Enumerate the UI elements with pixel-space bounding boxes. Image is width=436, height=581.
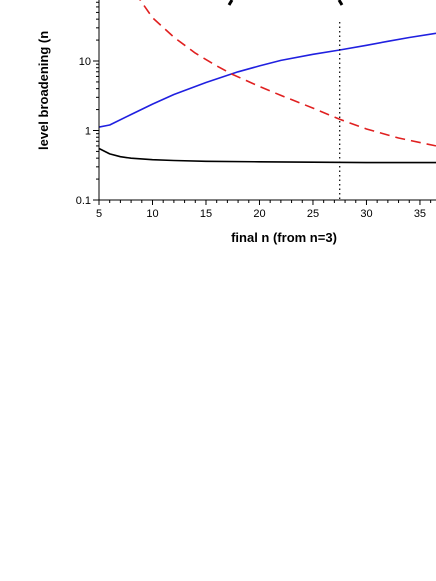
x-tick-label: 25 [307, 208, 319, 220]
x-tick-label: 15 [200, 208, 212, 220]
x-tick-label: 35 [414, 208, 426, 220]
series-line-2 [99, 147, 436, 164]
y-tick-label: 10 [79, 56, 91, 68]
brace-decoration [227, 0, 344, 6]
plot-area [99, 0, 436, 200]
x-tick-label: 5 [96, 208, 102, 220]
x-tick-label: 30 [360, 208, 372, 220]
brace-left-tip [227, 0, 234, 6]
series-line-1 [139, 0, 436, 147]
y-axis-title: level broadening (n [36, 31, 51, 150]
series-line-0 [99, 32, 436, 128]
x-axis-title: final n (from n=3) [231, 230, 337, 245]
axes: 5 10 15 20 25 30 35 0.1 1 10 [76, 0, 436, 220]
x-tick-label: 10 [146, 208, 158, 220]
y-tick-label: 1 [85, 126, 91, 138]
y-tick-label: 0.1 [76, 195, 91, 207]
x-tick-label: 20 [253, 208, 265, 220]
brace-right-tip [337, 0, 344, 6]
